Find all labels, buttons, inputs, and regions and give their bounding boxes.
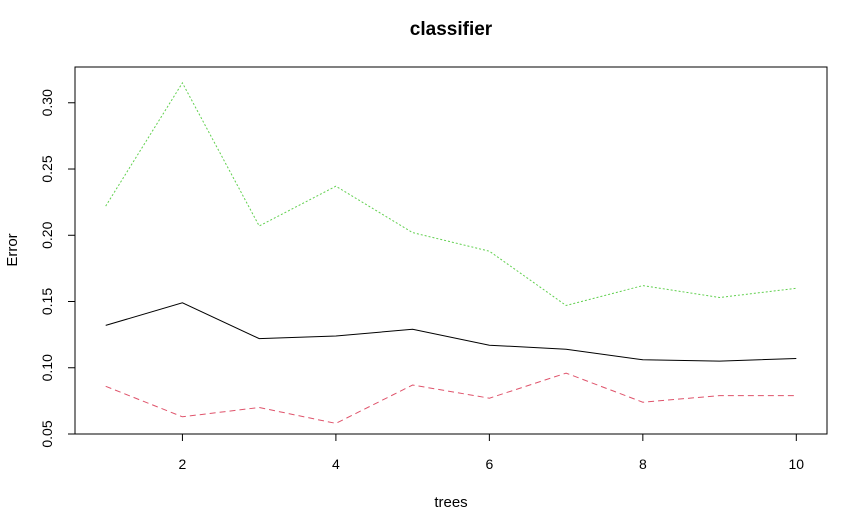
x-axis-label: trees — [434, 494, 467, 511]
y-tick-label: 0.15 — [39, 288, 55, 315]
x-tick-label: 10 — [789, 456, 805, 472]
y-tick-label: 0.05 — [39, 420, 55, 447]
chart-title: classifier — [410, 19, 493, 40]
y-tick-label: 0.25 — [39, 155, 55, 182]
plot-frame — [74, 66, 828, 435]
y-tick-label: 0.20 — [39, 221, 55, 248]
series-line-2 — [105, 372, 797, 424]
x-tick-label: 2 — [179, 456, 187, 472]
x-tick-label: 4 — [332, 456, 340, 472]
y-axis-label: Error — [4, 233, 21, 266]
x-tick-label: 6 — [485, 456, 493, 472]
y-tick-label: 0.10 — [39, 354, 55, 381]
axes: 2 4 6 8 10 0.05 0.10 0.15 0.20 0.25 0.30 — [39, 89, 804, 472]
series-line-1 — [105, 302, 797, 362]
x-tick-label: 8 — [639, 456, 647, 472]
y-tick-label: 0.30 — [39, 89, 55, 116]
series-group — [105, 81, 797, 424]
series-line-3 — [105, 81, 797, 307]
